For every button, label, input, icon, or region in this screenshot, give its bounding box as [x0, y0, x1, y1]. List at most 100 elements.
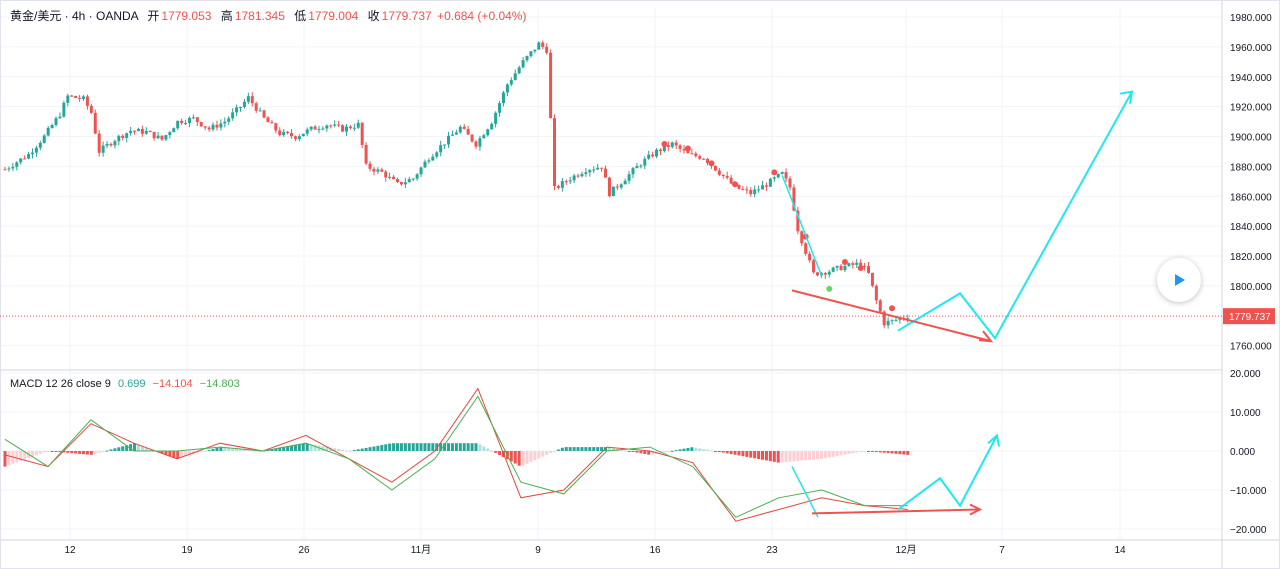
candle-body — [223, 121, 227, 124]
macd-histogram-bar — [494, 451, 498, 453]
play-button[interactable] — [1157, 258, 1201, 302]
candle-body — [144, 131, 148, 134]
candle-body — [352, 127, 356, 129]
price-tick-label: 1940.000 — [1230, 73, 1272, 84]
macd-histogram-bar — [768, 451, 772, 462]
candle-body — [356, 122, 360, 128]
macd-histogram-bar — [396, 443, 399, 451]
macd-histogram-bar — [764, 451, 768, 461]
macd-histogram-bar — [290, 445, 294, 451]
macd-histogram-bar — [831, 451, 835, 457]
candle-body — [290, 133, 294, 137]
candle-body — [458, 126, 462, 133]
candle-body — [19, 158, 23, 163]
macd-histogram-bar — [894, 451, 898, 454]
price-legend: 黄金/美元 · 4h · OANDA 开 1779.053 高 1781.345 低… — [10, 7, 526, 24]
macd-histogram-bar — [368, 447, 372, 451]
macd-histogram-bar — [286, 446, 290, 451]
candle-body — [713, 165, 717, 171]
candle-body — [784, 172, 788, 179]
candle-body — [450, 134, 454, 136]
candle-body — [321, 128, 325, 130]
macd-histogram-bar — [647, 451, 651, 455]
candle-body — [780, 172, 784, 174]
macd-histogram-bar — [753, 451, 757, 459]
macd-histogram-bar — [360, 448, 364, 451]
time-tick-label: 11月 — [411, 544, 431, 556]
candle-body — [101, 145, 105, 153]
macd-histogram-bar — [121, 446, 125, 451]
macd-histogram-bar — [184, 451, 188, 457]
candle-body — [827, 271, 831, 275]
macd-histogram-bar — [576, 447, 580, 451]
candle-body — [58, 116, 62, 119]
candle-body — [847, 263, 851, 266]
candle-body — [894, 319, 898, 321]
candle-body — [764, 185, 768, 187]
macd-histogram-bar — [388, 443, 392, 451]
macd-histogram-bar — [78, 451, 82, 454]
macd-histogram-bar — [348, 450, 352, 452]
macd-histogram-bar — [812, 451, 816, 460]
macd-histogram-bar — [282, 447, 286, 451]
candle-body — [478, 138, 482, 147]
macd-histogram-bar — [443, 443, 447, 451]
candle-body — [607, 177, 611, 197]
candle-body — [757, 189, 761, 191]
price-tick-label: 1900.000 — [1230, 133, 1272, 144]
macd-histogram-bar — [847, 451, 851, 454]
macd-histogram-bar — [678, 449, 682, 451]
macd-histogram-bar — [698, 448, 702, 451]
candle-body — [874, 285, 878, 301]
candle-body — [588, 170, 592, 173]
candle-body — [753, 189, 757, 195]
candle-body — [702, 158, 706, 160]
candle-body — [211, 124, 215, 130]
candle-body — [254, 103, 258, 111]
candle-body — [651, 154, 655, 157]
candle-body — [187, 117, 191, 124]
macd-histogram-bar — [776, 451, 780, 463]
macd-histogram-bar — [450, 443, 454, 451]
candle-body — [631, 168, 635, 175]
time-tick-label: 26 — [298, 545, 310, 556]
macd-histogram-bar — [195, 451, 199, 454]
macd-histogram-bar — [737, 451, 741, 456]
price-tick-label: 1960.000 — [1230, 43, 1272, 54]
candle-body — [808, 253, 812, 261]
macd-histogram-bar — [902, 451, 906, 455]
change-value: +0.684 (+0.04%) — [437, 9, 527, 23]
candle-body — [435, 152, 439, 157]
candle-body — [317, 129, 321, 131]
macd-histogram-bar — [835, 451, 839, 457]
candle-body — [348, 126, 352, 129]
macd-histogram-bar — [187, 451, 191, 456]
macd-histogram-bar — [666, 451, 670, 452]
candle-body — [250, 96, 254, 104]
macd-histogram-bar — [435, 443, 439, 451]
macd-histogram-bar — [160, 451, 164, 454]
candle-body — [242, 101, 246, 107]
candle-body — [501, 92, 505, 104]
candle-body — [407, 179, 411, 183]
candle-body — [286, 131, 290, 134]
macd-histogram-bar — [109, 449, 113, 451]
candle-body — [647, 154, 651, 159]
price-trend-arrowhead — [978, 330, 994, 343]
macd-histogram-bar — [54, 451, 58, 452]
candle-body — [580, 174, 584, 177]
candle-body — [490, 123, 494, 130]
macd-histogram-bar — [403, 443, 407, 451]
macd-histogram-bar — [721, 451, 725, 453]
macd-histogram-bar — [890, 451, 894, 454]
macd-histogram-bar — [352, 450, 356, 452]
macd-histogram-bar — [682, 448, 686, 451]
macd-histogram-bar — [50, 451, 54, 452]
macd-histogram-bar — [898, 451, 902, 455]
candle-body — [160, 135, 164, 140]
macd-histogram-bar — [525, 451, 529, 464]
macd-histogram-bar — [30, 451, 34, 457]
candle-body — [282, 131, 286, 136]
candle-body — [54, 118, 58, 126]
